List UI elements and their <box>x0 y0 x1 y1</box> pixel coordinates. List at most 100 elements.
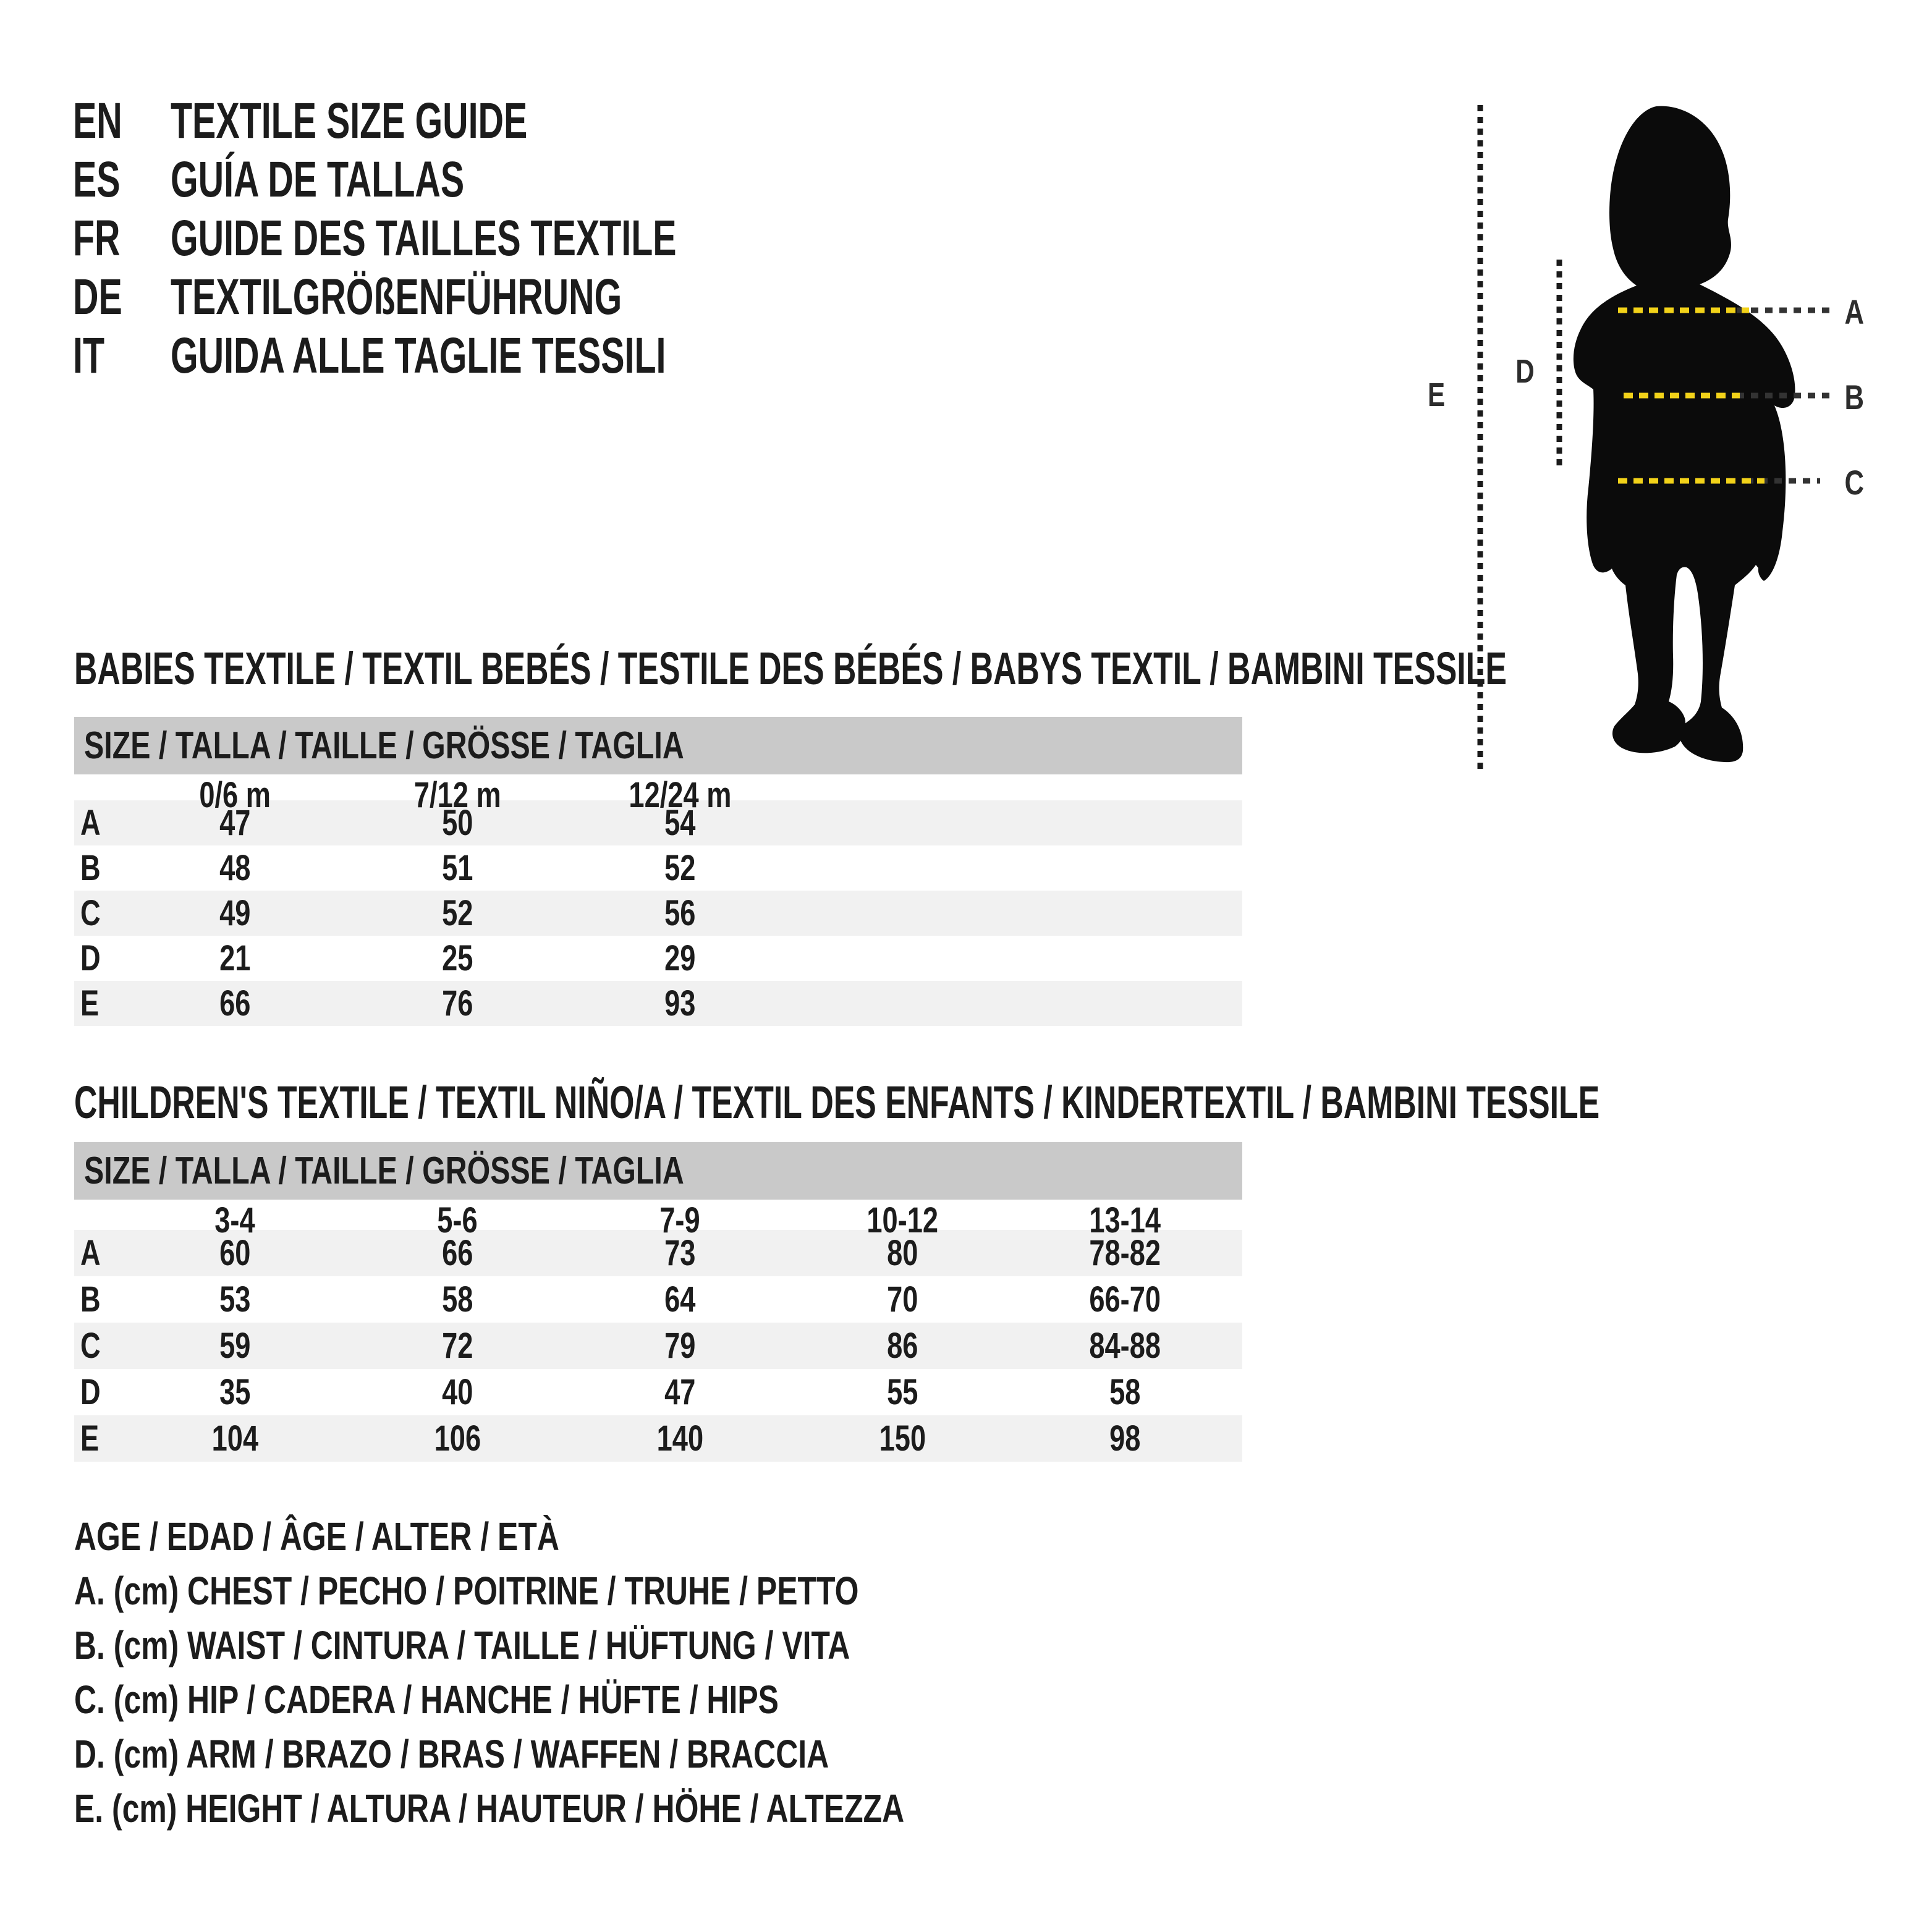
table-cell: 76 <box>441 983 473 1023</box>
section-heading-children: CHILDREN'S TEXTILE / TEXTIL NIÑO/A / TEX… <box>74 1077 1600 1128</box>
size-header-label: SIZE / TALLA / TAILLE / GRÖSSE / TAGLIA <box>84 724 684 767</box>
language-code: IT <box>73 327 105 384</box>
table-cell: 150 <box>879 1418 926 1459</box>
table-cell: 58 <box>1109 1372 1141 1412</box>
table-cell: 106 <box>434 1418 481 1459</box>
table-cell: 86 <box>886 1326 918 1366</box>
table-cell: 56 <box>664 893 696 933</box>
child-silhouette <box>1573 106 1795 763</box>
table-cell: 55 <box>886 1372 918 1412</box>
table-row: B 53 58 64 70 66-70 <box>74 1276 1242 1323</box>
table-cell: 73 <box>664 1233 696 1273</box>
child-silhouette-figure <box>1477 105 1831 769</box>
legend-line: D. (cm) ARM / BRAZO / BRAS / WAFFEN / BR… <box>74 1732 829 1776</box>
children-size-table: SIZE / TALLA / TAILLE / GRÖSSE / TAGLIA … <box>74 1142 1242 1462</box>
table-cell: 52 <box>441 893 473 933</box>
column-header: 13-14 <box>1089 1200 1161 1240</box>
legend-line: AGE / EDAD / ÂGE / ALTER / ETÀ <box>74 1514 559 1559</box>
table-cell: 104 <box>211 1418 258 1459</box>
table-row: A 60 66 73 80 78-82 <box>74 1230 1242 1276</box>
size-header-bar: SIZE / TALLA / TAILLE / GRÖSSE / TAGLIA <box>74 1142 1242 1200</box>
table-cell: 49 <box>219 893 251 933</box>
language-title: TEXTILGRÖßENFÜHRUNG <box>171 268 622 325</box>
language-row: EN TEXTILE SIZE GUIDE <box>73 91 893 150</box>
table-cell: 21 <box>219 938 251 978</box>
table-cell: 35 <box>219 1372 251 1412</box>
table-row: C 49 52 56 <box>74 891 1242 936</box>
language-code: DE <box>73 268 122 325</box>
table-cell: 98 <box>1109 1418 1141 1459</box>
legend-line: C. (cm) HIP / CADERA / HANCHE / HÜFTE / … <box>74 1677 779 1722</box>
figure-label-c: C <box>1844 463 1865 502</box>
column-header: 3-4 <box>214 1200 255 1240</box>
table-row: B 48 51 52 <box>74 845 1242 891</box>
table-cell: 72 <box>441 1326 473 1366</box>
table-cell: 50 <box>441 803 473 843</box>
legend-line: A. (cm) CHEST / PECHO / POITRINE / TRUHE… <box>74 1569 859 1613</box>
table-cell: 70 <box>886 1279 918 1320</box>
language-title: TEXTILE SIZE GUIDE <box>171 92 528 149</box>
row-label: E <box>80 983 100 1023</box>
table-cell: 140 <box>656 1418 703 1459</box>
table-cell: 47 <box>219 803 251 843</box>
table-cell: 25 <box>441 938 473 978</box>
table-cell: 40 <box>441 1372 473 1412</box>
column-header: 7/12 m <box>413 775 501 815</box>
language-title: GUIDE DES TAILLES TEXTILE <box>171 210 677 266</box>
table-cell: 51 <box>441 848 473 888</box>
figure-label-d: D <box>1515 353 1535 390</box>
language-code: ES <box>73 151 121 208</box>
table-row: E 66 76 93 <box>74 981 1242 1026</box>
legend-line: E. (cm) HEIGHT / ALTURA / HAUTEUR / HÖHE… <box>74 1786 905 1831</box>
table-cell: 78-82 <box>1089 1233 1161 1273</box>
table-row: D 21 25 29 <box>74 936 1242 981</box>
row-label: D <box>80 938 101 978</box>
figure-label-e: E <box>1427 376 1446 413</box>
column-header: 0/6 m <box>199 775 271 815</box>
table-cell: 84-88 <box>1089 1326 1161 1366</box>
size-header-label: SIZE / TALLA / TAILLE / GRÖSSE / TAGLIA <box>84 1150 684 1192</box>
size-header-bar: SIZE / TALLA / TAILLE / GRÖSSE / TAGLIA <box>74 717 1242 774</box>
measurement-legend: AGE / EDAD / ÂGE / ALTER / ETÀ A. (cm) C… <box>74 1509 1138 1836</box>
column-header: 5-6 <box>437 1200 478 1240</box>
table-cell: 60 <box>219 1233 251 1273</box>
language-code: FR <box>73 210 121 266</box>
table-row: A 47 50 54 <box>74 800 1242 845</box>
language-row: IT GUIDA ALLE TAGLIE TESSILI <box>73 326 893 385</box>
row-label: E <box>80 1418 100 1459</box>
table-cell: 54 <box>664 803 696 843</box>
legend-line: B. (cm) WAIST / CINTURA / TAILLE / HÜFTU… <box>74 1623 850 1667</box>
row-label: C <box>80 1326 101 1366</box>
table-cell: 64 <box>664 1279 696 1320</box>
table-cell: 66 <box>219 983 251 1023</box>
table-cell: 59 <box>219 1326 251 1366</box>
section-heading-babies: BABIES TEXTILE / TEXTIL BEBÉS / TESTILE … <box>74 643 1507 694</box>
table-cell: 58 <box>441 1279 473 1320</box>
language-title: GUIDA ALLE TAGLIE TESSILI <box>171 327 666 384</box>
table-cell: 79 <box>664 1326 696 1366</box>
table-cell: 48 <box>219 848 251 888</box>
row-label: A <box>80 1233 101 1273</box>
column-header-row: 0/6 m 7/12 m 12/24 m <box>74 774 1242 815</box>
language-code: EN <box>73 92 122 149</box>
figure-label-a: A <box>1844 292 1865 331</box>
row-label: B <box>80 848 101 888</box>
column-header: 12/24 m <box>628 775 731 815</box>
column-header-row: 3-4 5-6 7-9 10-12 13-14 <box>74 1200 1242 1240</box>
table-cell: 93 <box>664 983 696 1023</box>
table-cell: 66-70 <box>1089 1279 1161 1320</box>
column-header: 7-9 <box>659 1200 700 1240</box>
language-row: FR GUIDE DES TAILLES TEXTILE <box>73 209 893 268</box>
table-cell: 66 <box>441 1233 473 1273</box>
table-cell: 52 <box>664 848 696 888</box>
row-label: A <box>80 803 101 843</box>
table-row: E 104 106 140 150 98 <box>74 1415 1242 1462</box>
row-label: B <box>80 1279 101 1320</box>
row-label: D <box>80 1372 101 1412</box>
table-row: D 35 40 47 55 58 <box>74 1369 1242 1415</box>
figure-label-b: B <box>1844 378 1865 417</box>
table-row: C 59 72 79 86 84-88 <box>74 1323 1242 1369</box>
column-header: 10-12 <box>866 1200 938 1240</box>
table-cell: 29 <box>664 938 696 978</box>
